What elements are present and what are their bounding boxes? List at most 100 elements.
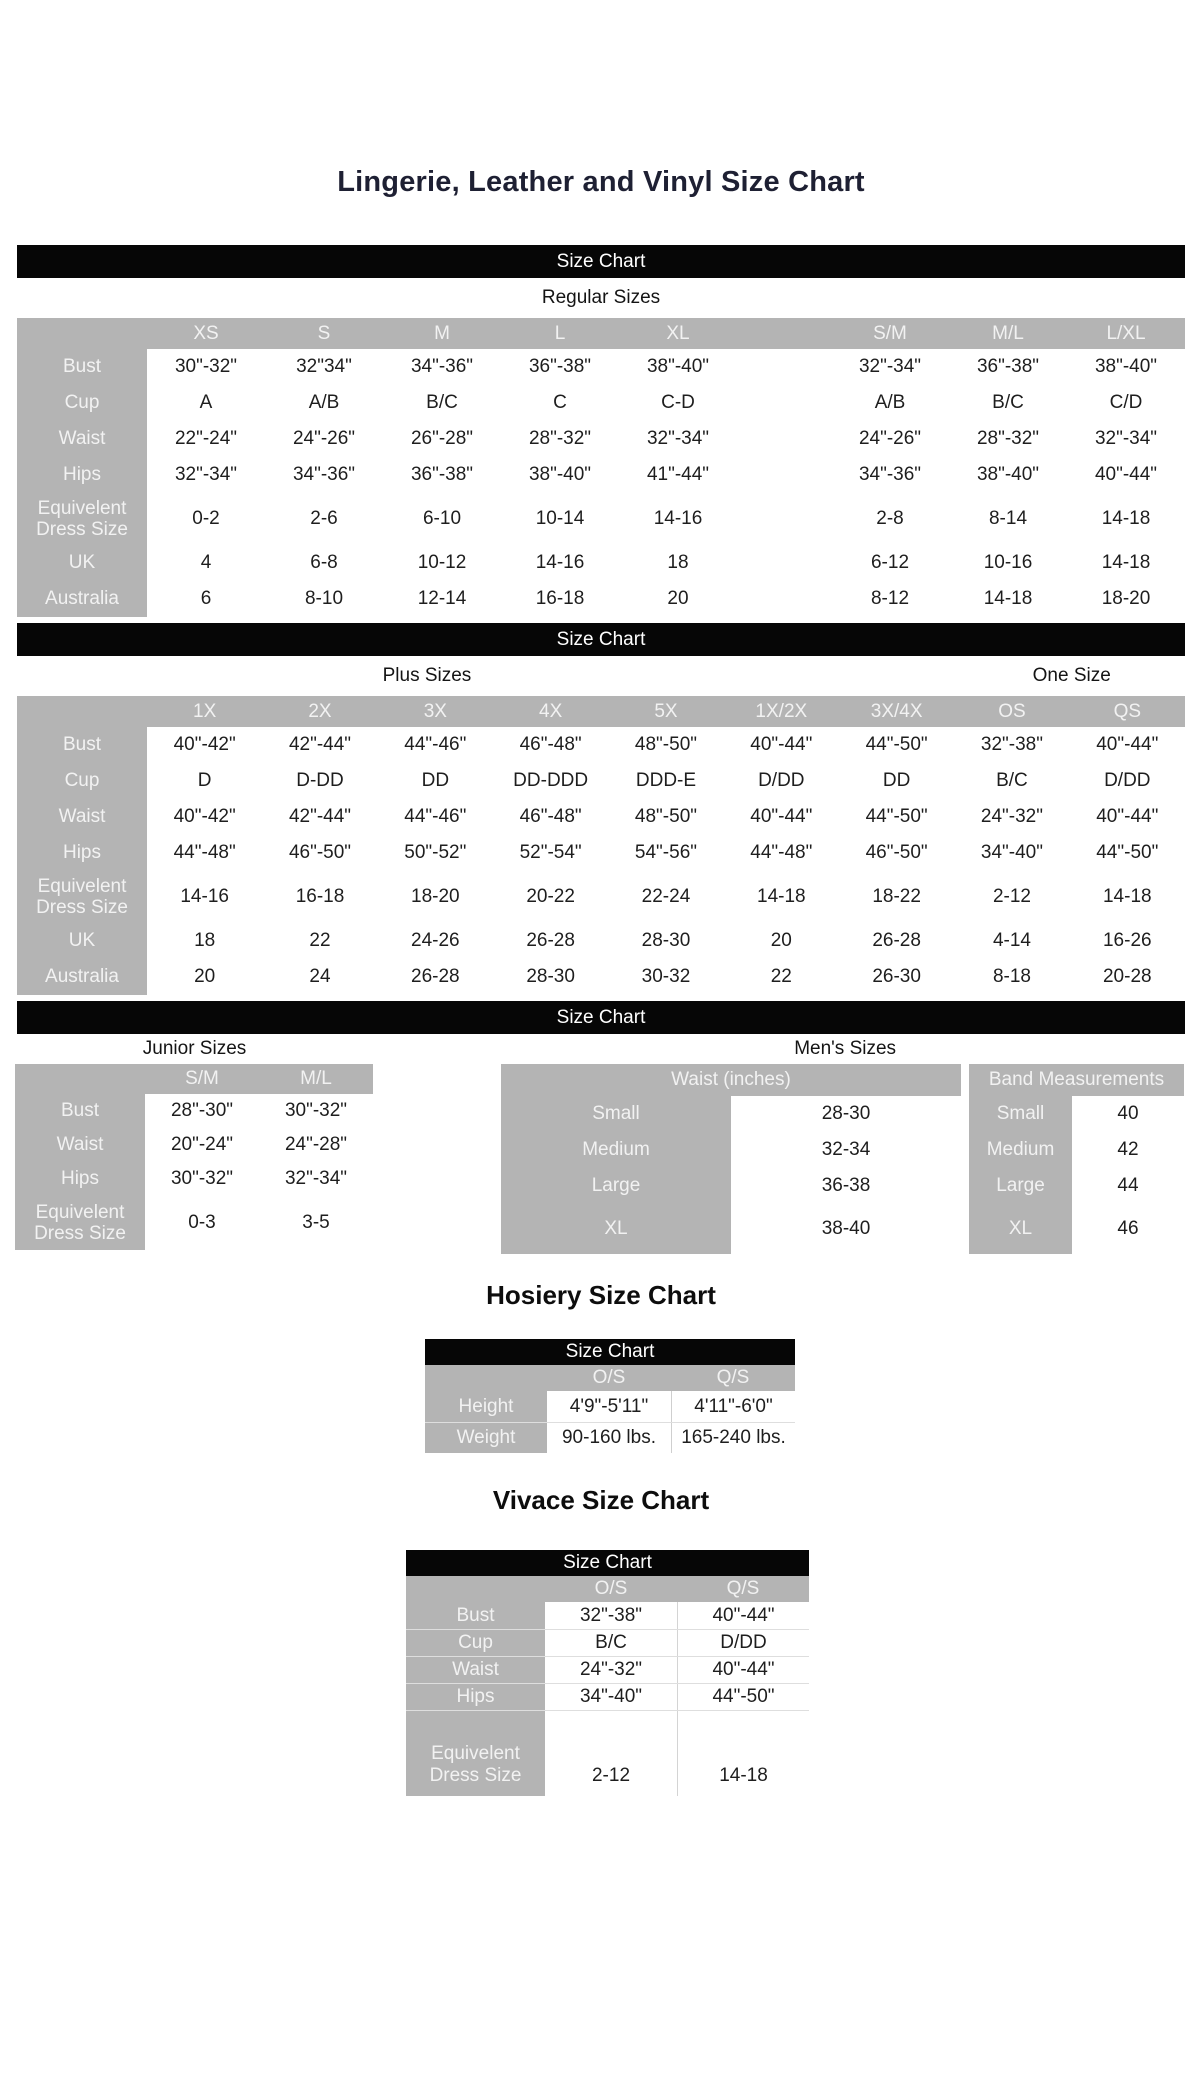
row-label: UK [17, 923, 147, 959]
table-row: UK 18 22 24-26 26-28 28-30 20 26-28 4-14 16-26 [17, 923, 1185, 959]
hosiery-title: Hosiery Size Chart [486, 1280, 716, 1310]
table-row: Hips 30"-32" 32"-34" [15, 1162, 373, 1196]
size-cell: 22 [770, 966, 792, 988]
table-row: Equivelent Dress Size 14-16 16-18 18-20 20-2… [17, 871, 1185, 923]
size-cell: 20-28 [1102, 966, 1152, 988]
size-chart-bar-label: Size Chart [565, 1341, 655, 1362]
size-chart-bar-label: Size Chart [563, 1552, 652, 1573]
size-cell: 52"-54" [519, 842, 582, 864]
size-cell: 8-18 [992, 966, 1031, 988]
size-cell: 34"-40" [579, 1686, 643, 1708]
size-cell: 30"-32" [284, 1100, 348, 1122]
size-cell: 22-24 [641, 886, 691, 908]
size-cell: 26-28 [872, 930, 921, 952]
gap-cell [737, 545, 831, 581]
size-cell: 22 [309, 930, 331, 952]
row-label: Equivelent Dress Size [406, 1711, 545, 1796]
vivace-section: Size Chart O/S Q/S Bust 32"-38" 40"-44" Cup B/… [406, 1550, 809, 1796]
size-cell: 30"-32" [174, 356, 238, 378]
size-cell: 32"-38" [579, 1604, 643, 1626]
size-cell: 4'11"-6'0" [671, 1391, 795, 1422]
size-cell: 8-14 [988, 508, 1028, 530]
size-cell: 28"-32" [976, 428, 1040, 450]
table-row: Australia 20 24 26-28 28-30 30-32 22 26-30 8-18 2… [17, 959, 1185, 995]
gap-cell [737, 581, 831, 617]
size-cell: 0-2 [192, 508, 220, 530]
size-cell: 2-6 [310, 508, 338, 530]
size-cell: D-DD [296, 770, 344, 792]
hosiery-section: Size Chart O/S Q/S Height 4'9"-5'11" 4'11"-6… [425, 1339, 795, 1453]
table-row: XL 38-40 [501, 1204, 961, 1254]
row-label: Bust [17, 349, 147, 385]
size-cell: DD [882, 770, 911, 792]
size-cell: 18 [667, 552, 689, 574]
size-cell: 44"-46" [404, 806, 467, 828]
size-cell: 12-14 [417, 588, 467, 610]
size-cell: 24 [309, 966, 331, 988]
corner-cell [15, 1064, 145, 1094]
row-label: Australia [17, 959, 147, 995]
junior-mens-heading-row: Junior Sizes Men's Sizes [17, 1034, 1185, 1064]
table-row: Waist 40"-42" 42"-44" 44"-46" 46"-48" 48"-50"… [17, 799, 1185, 835]
column-header: 1X [147, 696, 263, 727]
size-cell: 32"-34" [174, 464, 238, 486]
row-label: Waist [15, 1128, 145, 1162]
size-cell: 26-28 [411, 966, 460, 988]
size-cell: 46"-50" [865, 842, 928, 864]
column-header: 4X [492, 696, 609, 727]
table-row: Cup A A/B B/C C C-D A/B B/C C/D [17, 385, 1185, 421]
size-cell: 32"-34" [1094, 428, 1158, 450]
row-label: Cup [17, 763, 147, 799]
junior-sizes-heading: Junior Sizes [142, 1038, 247, 1059]
size-cell: 34"-40" [980, 842, 1043, 864]
size-cell: 28-30 [526, 966, 575, 988]
size-cell: 18-20 [411, 886, 460, 908]
size-cell: 44"-46" [404, 734, 467, 756]
plus-sizes-heading: Plus Sizes [382, 665, 472, 686]
size-cell: 20"-24" [170, 1134, 234, 1156]
size-chart-bar: Size Chart [17, 245, 1185, 278]
table-row: Small 40 [969, 1096, 1184, 1132]
page-title: Lingerie, Leather and Vinyl Size Chart [337, 166, 865, 198]
size-cell: 28-30 [641, 930, 691, 952]
vivace-title: Vivace Size Chart [492, 1485, 710, 1515]
size-cell: B/C [992, 392, 1024, 414]
column-header: S/M [831, 318, 949, 349]
row-label: Waist [406, 1657, 545, 1683]
size-cell: 24"-32" [980, 806, 1043, 828]
row-label: Hips [406, 1684, 545, 1710]
size-cell: 46"-50" [288, 842, 352, 864]
size-cell: 10-12 [417, 552, 467, 574]
size-cell: 32"34" [296, 356, 352, 378]
size-cell: A/B [874, 392, 906, 414]
table-row: Bust 40"-42" 42"-44" 44"-46" 46"-48" 48"-50" 4… [17, 727, 1185, 763]
size-cell: 40"-44" [677, 1657, 809, 1683]
gap-cell [737, 318, 831, 349]
row-label: Waist [17, 421, 147, 457]
size-cell: B/C [595, 1632, 627, 1654]
row-label: Cup [406, 1630, 545, 1656]
size-cell: 14-16 [180, 886, 229, 908]
size-cell: 18-20 [1101, 588, 1151, 610]
size-cell: 14-18 [1101, 552, 1151, 574]
size-cell: 4'9"-5'11" [569, 1395, 649, 1417]
size-cell: 44"-50" [865, 734, 928, 756]
row-label: Weight [425, 1423, 547, 1453]
size-chart-bar-label: Size Chart [556, 250, 646, 272]
size-cell: 40"-44" [1094, 464, 1158, 486]
size-cell: D/DD [1104, 770, 1151, 792]
size-cell: 2-12 [591, 1764, 631, 1786]
table-row: UK 4 6-8 10-12 14-16 18 6-12 10-16 14-18 [17, 545, 1185, 581]
size-cell: 40"-44" [1096, 734, 1159, 756]
table-row: Waist 22"-24" 24"-26" 26"-28" 28"-32" 32"-34"… [17, 421, 1185, 457]
column-header: 3X [377, 696, 493, 727]
size-cell: 44"-50" [865, 806, 928, 828]
column-header: S/M [145, 1064, 259, 1094]
table-header-row: Waist (inches) [501, 1064, 961, 1096]
table-row: Hips 32"-34" 34"-36" 36"-38" 38"-40" 41"-44" 3… [17, 457, 1185, 493]
size-cell: 6-12 [870, 552, 910, 574]
size-cell: 38"-40" [646, 356, 710, 378]
column-header: M/L [259, 1064, 373, 1094]
table-row: Waist 20"-24" 24"-28" [15, 1128, 373, 1162]
size-cell: 40"-42" [173, 806, 236, 828]
